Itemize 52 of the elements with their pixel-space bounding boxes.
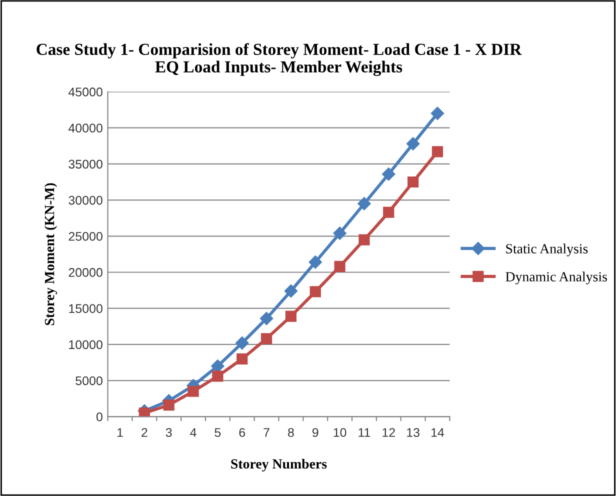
point [284,284,298,298]
point [138,407,150,417]
point [432,146,444,158]
y-tick-label: 0 [96,412,102,422]
point [358,197,371,210]
x-tick-label: 2 [142,428,148,437]
point [333,226,346,240]
legend-label: Static Analysis [506,244,588,256]
y-tick-label: 15000 [69,304,102,313]
point [188,386,199,397]
y-tick-label: 40000 [68,124,102,133]
x-tick-label: 12 [382,428,395,437]
x-axis-title: Storey Numbers [231,458,327,472]
point [260,312,274,326]
y-tick-label: 45000 [68,88,102,96]
point [358,234,370,246]
point [382,167,396,181]
x-tick-label: 1 [117,428,123,437]
x-tick-label: 3 [166,428,172,437]
x-tick-label: 6 [239,428,246,437]
point [407,176,419,188]
x-tick-label: 14 [431,428,444,437]
point [430,106,444,120]
point [406,137,420,150]
point [383,206,394,218]
x-tick-label: 13 [407,428,420,437]
y-tick-label: 10000 [69,340,102,350]
point [236,353,248,364]
point [260,333,272,344]
x-tick-label: 5 [214,428,221,437]
point [308,256,322,269]
y-tick-label: 20000 [68,268,102,277]
x-tick-label: 8 [288,428,294,437]
point [163,400,174,411]
x-tick-label: 11 [358,428,370,437]
point [211,360,224,373]
y-tick-label: 30000 [68,196,102,205]
point [212,370,224,382]
x-tick-label: 7 [264,428,270,437]
x-tick-label: 9 [312,428,318,437]
x-tick-label: 10 [334,428,346,437]
chart-title: Case Study 1- Comparision of Storey Moment- Load Case 1 - X DIR EQ Load Inputs- Member Weights [36,43,522,76]
point [334,260,346,272]
y-tick-label: 35000 [68,160,102,169]
point [236,336,249,350]
y-axis-title: Storey Moment (KN-M) [44,183,58,326]
legend-label: Dynamic Analysis [506,272,607,284]
y-tick-label: 25000 [68,232,102,241]
point [285,310,297,322]
point [310,286,321,298]
y-tick-label: 5000 [76,376,102,386]
x-tick-label: 4 [190,428,196,437]
